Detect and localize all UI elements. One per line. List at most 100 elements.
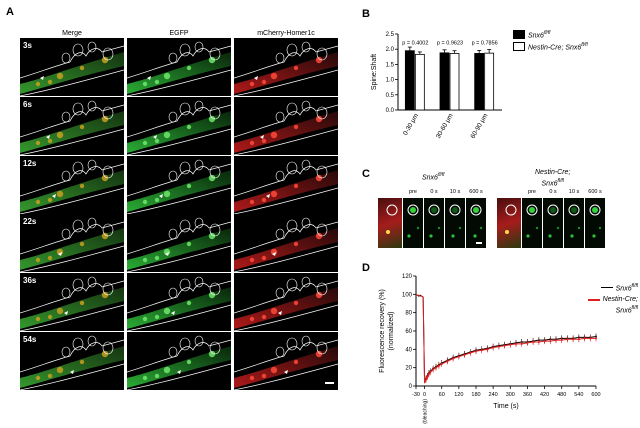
series-point bbox=[437, 364, 440, 367]
frap-egfp-tile bbox=[424, 198, 444, 248]
frap-egfp-tile bbox=[445, 198, 465, 248]
x-tick-label: 0 bbox=[423, 392, 426, 398]
legend-d-line-ko bbox=[587, 299, 600, 301]
y-axis-label: Fluorescence recovery (%) bbox=[379, 289, 386, 373]
series-point bbox=[537, 341, 540, 343]
series-point bbox=[509, 343, 512, 346]
time-label: 22s bbox=[23, 217, 37, 227]
column-header-egfp: EGFP bbox=[169, 30, 189, 37]
panel-c-title-wt: Snx6fl/fl bbox=[422, 172, 445, 182]
series-point bbox=[480, 349, 483, 352]
micrograph-tile bbox=[20, 38, 124, 96]
y-tick-label: 120 bbox=[402, 274, 413, 280]
series-point bbox=[589, 337, 592, 340]
micrograph-tile bbox=[20, 96, 124, 155]
micrograph-tile bbox=[234, 96, 338, 155]
series-point bbox=[425, 378, 427, 381]
frap-timepoint-label: 10 s bbox=[568, 189, 580, 195]
series-point bbox=[435, 366, 437, 369]
bar bbox=[404, 50, 415, 111]
series-point bbox=[572, 338, 575, 341]
scale-bar bbox=[325, 382, 334, 384]
frap-scale-bar bbox=[476, 242, 482, 244]
frap-egfp-tile bbox=[543, 198, 563, 248]
series-point bbox=[432, 368, 435, 371]
series-point bbox=[463, 353, 466, 356]
series-point bbox=[549, 340, 552, 343]
micrograph-tile bbox=[127, 96, 231, 155]
legend-swatch-ko bbox=[513, 42, 525, 52]
micrograph-tile bbox=[234, 214, 338, 273]
panel-a-label: A bbox=[6, 6, 14, 18]
series-point bbox=[520, 342, 523, 345]
micrograph-tile bbox=[127, 38, 231, 96]
time-label: 54s bbox=[23, 335, 37, 344]
bar bbox=[439, 52, 450, 111]
micrograph-tile bbox=[234, 155, 338, 214]
micrograph-tile bbox=[20, 214, 124, 273]
series-point bbox=[492, 346, 495, 349]
time-label: 12s bbox=[23, 158, 37, 168]
panel-d-legend: Snx6fl/fl Nestin-Cre; Snx6fl/fl bbox=[548, 283, 638, 316]
legend-label-ko: Nestin-Cre; Snx6fl/fl bbox=[528, 42, 588, 52]
y-axis-label-normalized: (normalized) bbox=[388, 312, 395, 351]
series-point bbox=[555, 339, 557, 342]
category-label: 0-30 μm bbox=[402, 113, 420, 137]
frap-timepoint-label: pre bbox=[409, 189, 417, 195]
y-tick-label: 80 bbox=[405, 311, 412, 317]
p-value-label: p = 0.7856 bbox=[472, 41, 498, 47]
x-axis-label: Time (s) bbox=[493, 403, 518, 410]
frap-egfp-tile bbox=[585, 198, 605, 248]
frap-timepoint-label: 600 s bbox=[469, 189, 483, 195]
p-value-label: p = 0.4002 bbox=[402, 41, 428, 47]
time-label: 3s bbox=[23, 41, 32, 50]
series-point bbox=[452, 357, 455, 360]
bar bbox=[484, 52, 495, 111]
x-tick-label: 60 bbox=[439, 392, 445, 398]
panel-b-label: B bbox=[362, 8, 370, 20]
series-point bbox=[427, 373, 430, 376]
y-tick-label: 2.0 bbox=[386, 47, 395, 53]
series-point bbox=[583, 337, 586, 340]
y-tick-label: 0 bbox=[409, 384, 413, 390]
y-tick-label: 1.0 bbox=[386, 78, 395, 84]
y-tick-label: 0.0 bbox=[386, 108, 395, 114]
bar bbox=[474, 53, 485, 111]
x-tick-label: 120 bbox=[454, 392, 463, 398]
series-point bbox=[543, 340, 546, 343]
p-value-label: p = 0.9623 bbox=[437, 41, 463, 47]
panel-a-image-grid: 3s 6s 12s 22s 36s 54s bbox=[20, 38, 338, 390]
y-tick-label: 1.5 bbox=[386, 62, 395, 68]
x-tick-label: 240 bbox=[489, 392, 498, 398]
bar bbox=[449, 53, 460, 111]
x-tick-label: 540 bbox=[574, 392, 583, 398]
legend-label-wt: Snx6fl/fl bbox=[528, 30, 551, 40]
legend-item-ko: Nestin-Cre; Snx6fl/fl bbox=[513, 42, 638, 52]
column-header-mcherry: mCherry-Homer1c bbox=[257, 30, 315, 37]
series-point bbox=[515, 342, 517, 345]
micrograph-tile bbox=[127, 332, 231, 390]
panel-c-label: C bbox=[362, 168, 370, 180]
frap-merged-tile bbox=[497, 198, 521, 248]
legend-d-item-wt: Snx6fl/fl bbox=[548, 283, 638, 292]
series-point bbox=[497, 345, 500, 348]
legend-d-item-ko: Nestin-Cre; Snx6fl/fl bbox=[548, 295, 638, 315]
y-tick-label: 0.5 bbox=[386, 93, 395, 99]
x-tick-label: 420 bbox=[540, 392, 549, 398]
x-tick-label: 480 bbox=[557, 392, 566, 398]
frap-timepoint-label: 600 s bbox=[588, 189, 602, 195]
frap-egfp-tile bbox=[564, 198, 584, 248]
x-tick-label: -30 bbox=[412, 392, 420, 398]
column-header-merge: Merge bbox=[62, 30, 82, 37]
y-tick-label: 40 bbox=[405, 347, 412, 353]
legend-swatch-wt bbox=[513, 30, 525, 40]
series-point bbox=[440, 363, 443, 365]
frap-egfp-tile bbox=[522, 198, 542, 248]
time-label: 36s bbox=[23, 276, 37, 286]
frap-timepoint-label: pre bbox=[528, 189, 536, 195]
bar bbox=[414, 53, 425, 111]
series-point bbox=[560, 339, 563, 342]
frap-merged-tile bbox=[378, 198, 402, 248]
legend-item-wt: Snx6fl/fl bbox=[513, 30, 638, 39]
micrograph-tile bbox=[20, 332, 124, 390]
